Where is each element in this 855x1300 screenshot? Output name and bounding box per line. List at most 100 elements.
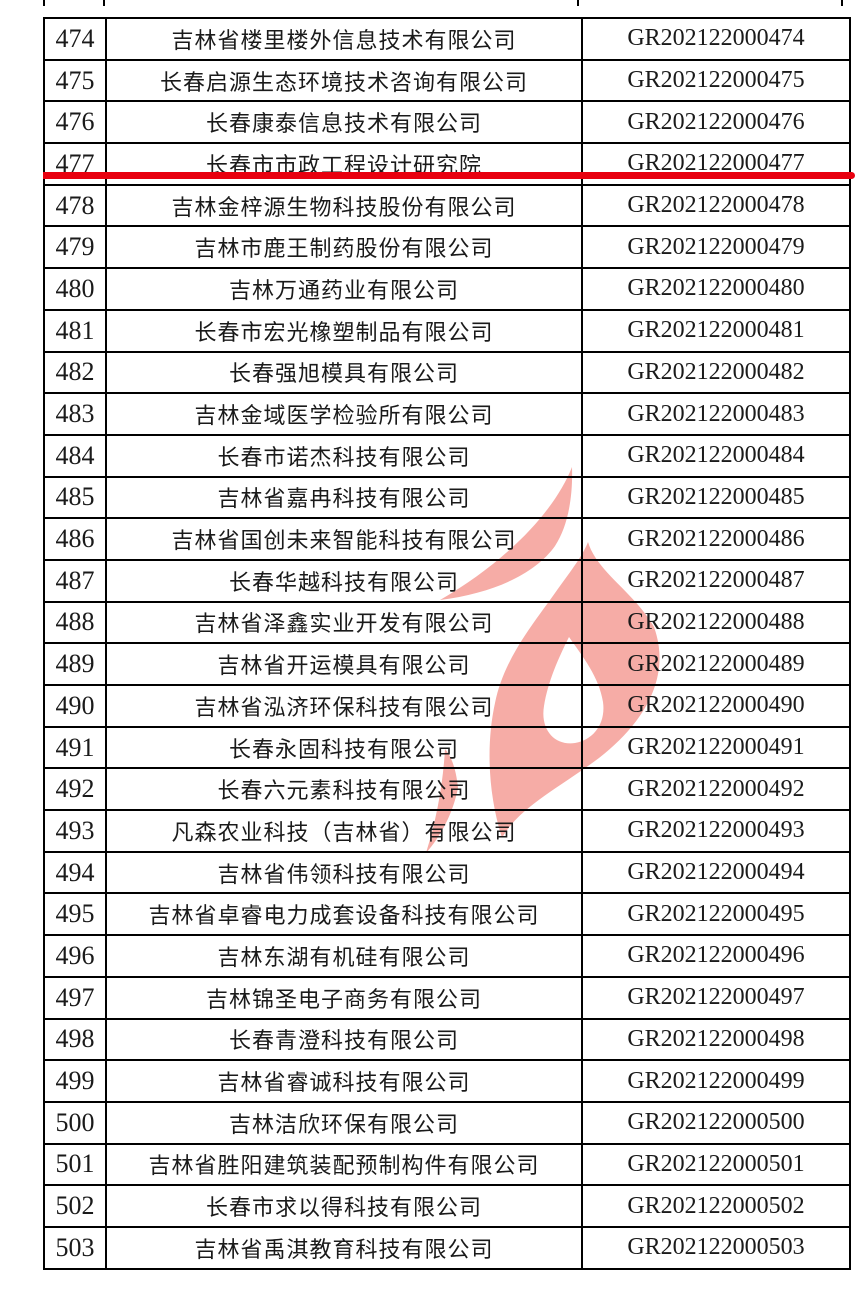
table-row: 491 长春永固科技有限公司 GR202122000491: [43, 725, 851, 770]
table-row: 486 吉林省国创未来智能科技有限公司 GR202122000486: [43, 517, 851, 561]
row-number-cell: 495: [43, 892, 107, 937]
company-name-cell: 长春永固科技有限公司: [105, 725, 583, 770]
company-name-cell: 吉林万通药业有限公司: [105, 267, 583, 311]
certificate-code-cell: GR202122000501: [581, 1142, 851, 1187]
company-name-cell: 吉林省伟领科技有限公司: [105, 850, 583, 895]
certificate-code-cell: GR202122000503: [581, 1225, 851, 1270]
certificate-code-cell: GR202122000482: [581, 350, 851, 395]
table-row: 503 吉林省禹淇教育科技有限公司 GR202122000503: [43, 1225, 851, 1270]
table-row: 499 吉林省睿诚科技有限公司 GR202122000499: [43, 1059, 851, 1103]
certificate-code-cell: GR202122000498: [581, 1017, 851, 1062]
company-name-cell: 吉林省泓济环保科技有限公司: [105, 684, 583, 728]
row-number-cell: 503: [43, 1225, 107, 1270]
table-row: 502 长春市求以得科技有限公司 GR202122000502: [43, 1184, 851, 1228]
certificate-code-cell: GR202122000478: [581, 183, 851, 228]
table-row: 476 长春康泰信息技术有限公司 GR202122000476: [43, 100, 851, 145]
company-name-cell: 吉林省卓睿电力成套设备科技有限公司: [105, 892, 583, 937]
table-border-stub: [103, 0, 105, 6]
row-number-cell: 484: [43, 433, 107, 478]
certificate-code-cell: GR202122000487: [581, 558, 851, 603]
company-name-cell: 吉林省开运模具有限公司: [105, 642, 583, 686]
table-border-stub: [577, 0, 579, 6]
certificate-code-cell: GR202122000492: [581, 767, 851, 812]
table-row: 481 长春市宏光橡塑制品有限公司 GR202122000481: [43, 308, 851, 353]
row-number-cell: 498: [43, 1017, 107, 1062]
row-number-cell: 475: [43, 58, 107, 103]
certificate-code-cell: GR202122000483: [581, 392, 851, 436]
company-name-cell: 吉林省禹淇教育科技有限公司: [105, 1225, 583, 1270]
company-name-cell: 吉林省泽鑫实业开发有限公司: [105, 600, 583, 645]
certificate-code-cell: GR202122000474: [581, 17, 851, 61]
table-body: 474 吉林省楼里楼外信息技术有限公司 GR202122000474 475 长春启源生…: [43, 17, 851, 1270]
certificate-code-cell: GR202122000490: [581, 684, 851, 728]
row-number-cell: 478: [43, 183, 107, 228]
certificate-code-cell: GR202122000502: [581, 1184, 851, 1228]
table-row: 483 吉林金域医学检验所有限公司 GR202122000483: [43, 392, 851, 436]
certificate-code-cell: GR202122000489: [581, 642, 851, 686]
company-name-cell: 长春华越科技有限公司: [105, 558, 583, 603]
company-name-cell: 长春市诺杰科技有限公司: [105, 433, 583, 478]
table-row: 495 吉林省卓睿电力成套设备科技有限公司 GR202122000495: [43, 892, 851, 937]
row-number-cell: 490: [43, 684, 107, 728]
table-border-stub: [841, 0, 843, 6]
table-row: 480 吉林万通药业有限公司 GR202122000480: [43, 267, 851, 311]
table-row: 501 吉林省胜阳建筑装配预制构件有限公司 GR202122000501: [43, 1142, 851, 1187]
row-number-cell: 501: [43, 1142, 107, 1187]
table-row: 484 长春市诺杰科技有限公司 GR202122000484: [43, 433, 851, 478]
company-name-cell: 长春启源生态环境技术咨询有限公司: [105, 58, 583, 103]
table-row: 497 吉林锦圣电子商务有限公司 GR202122000497: [43, 975, 851, 1020]
row-number-cell: 476: [43, 100, 107, 145]
company-name-cell: 长春市求以得科技有限公司: [105, 1184, 583, 1228]
table-row: 498 长春青澄科技有限公司 GR202122000498: [43, 1017, 851, 1062]
certificate-code-cell: GR202122000499: [581, 1059, 851, 1103]
certificate-code-cell: GR202122000485: [581, 475, 851, 520]
row-number-cell: 500: [43, 1100, 107, 1145]
table-row: 496 吉林东湖有机硅有限公司 GR202122000496: [43, 934, 851, 978]
row-number-cell: 491: [43, 725, 107, 770]
certificate-code-cell: GR202122000488: [581, 600, 851, 645]
table-row: 488 吉林省泽鑫实业开发有限公司 GR202122000488: [43, 600, 851, 645]
table-row: 479 吉林市鹿王制药股份有限公司 GR202122000479: [43, 225, 851, 270]
table-row: 475 长春启源生态环境技术咨询有限公司 GR202122000475: [43, 58, 851, 103]
row-number-cell: 480: [43, 267, 107, 311]
company-name-cell: 吉林洁欣环保有限公司: [105, 1100, 583, 1145]
row-number-cell: 479: [43, 225, 107, 270]
company-name-cell: 长春青澄科技有限公司: [105, 1017, 583, 1062]
row-number-cell: 474: [43, 17, 107, 61]
certificate-code-cell: GR202122000493: [581, 809, 851, 853]
company-name-cell: 吉林省嘉冉科技有限公司: [105, 475, 583, 520]
certificate-code-cell: GR202122000479: [581, 225, 851, 270]
table-row: 474 吉林省楼里楼外信息技术有限公司 GR202122000474: [43, 17, 851, 61]
row-number-cell: 481: [43, 308, 107, 353]
certificate-code-cell: GR202122000475: [581, 58, 851, 103]
table-row: 482 长春强旭模具有限公司 GR202122000482: [43, 350, 851, 395]
company-name-cell: 长春六元素科技有限公司: [105, 767, 583, 812]
certificate-code-cell: GR202122000496: [581, 934, 851, 978]
row-number-cell: 482: [43, 350, 107, 395]
table-row: 492 长春六元素科技有限公司 GR202122000492: [43, 767, 851, 812]
table-row: 493 凡森农业科技（吉林省）有限公司 GR202122000493: [43, 809, 851, 853]
row-number-cell: 496: [43, 934, 107, 978]
certificate-code-cell: GR202122000500: [581, 1100, 851, 1145]
row-number-cell: 492: [43, 767, 107, 812]
company-name-cell: 吉林省国创未来智能科技有限公司: [105, 517, 583, 561]
table-row: 485 吉林省嘉冉科技有限公司 GR202122000485: [43, 475, 851, 520]
company-name-cell: 长春康泰信息技术有限公司: [105, 100, 583, 145]
table-row: 478 吉林金梓源生物科技股份有限公司 GR202122000478: [43, 183, 851, 228]
row-number-cell: 483: [43, 392, 107, 436]
company-name-cell: 吉林省楼里楼外信息技术有限公司: [105, 17, 583, 61]
table-row: 489 吉林省开运模具有限公司 GR202122000489: [43, 642, 851, 686]
row-number-cell: 488: [43, 600, 107, 645]
certificate-code-cell: GR202122000486: [581, 517, 851, 561]
table-row: 490 吉林省泓济环保科技有限公司 GR202122000490: [43, 684, 851, 728]
row-number-cell: 497: [43, 975, 107, 1020]
row-number-cell: 499: [43, 1059, 107, 1103]
company-name-cell: 吉林东湖有机硅有限公司: [105, 934, 583, 978]
company-name-cell: 吉林金梓源生物科技股份有限公司: [105, 183, 583, 228]
row-number-cell: 487: [43, 558, 107, 603]
certificate-code-cell: GR202122000491: [581, 725, 851, 770]
table-border-stub: [43, 0, 45, 6]
certificate-code-cell: GR202122000476: [581, 100, 851, 145]
company-name-cell: 长春强旭模具有限公司: [105, 350, 583, 395]
certificate-code-cell: GR202122000495: [581, 892, 851, 937]
